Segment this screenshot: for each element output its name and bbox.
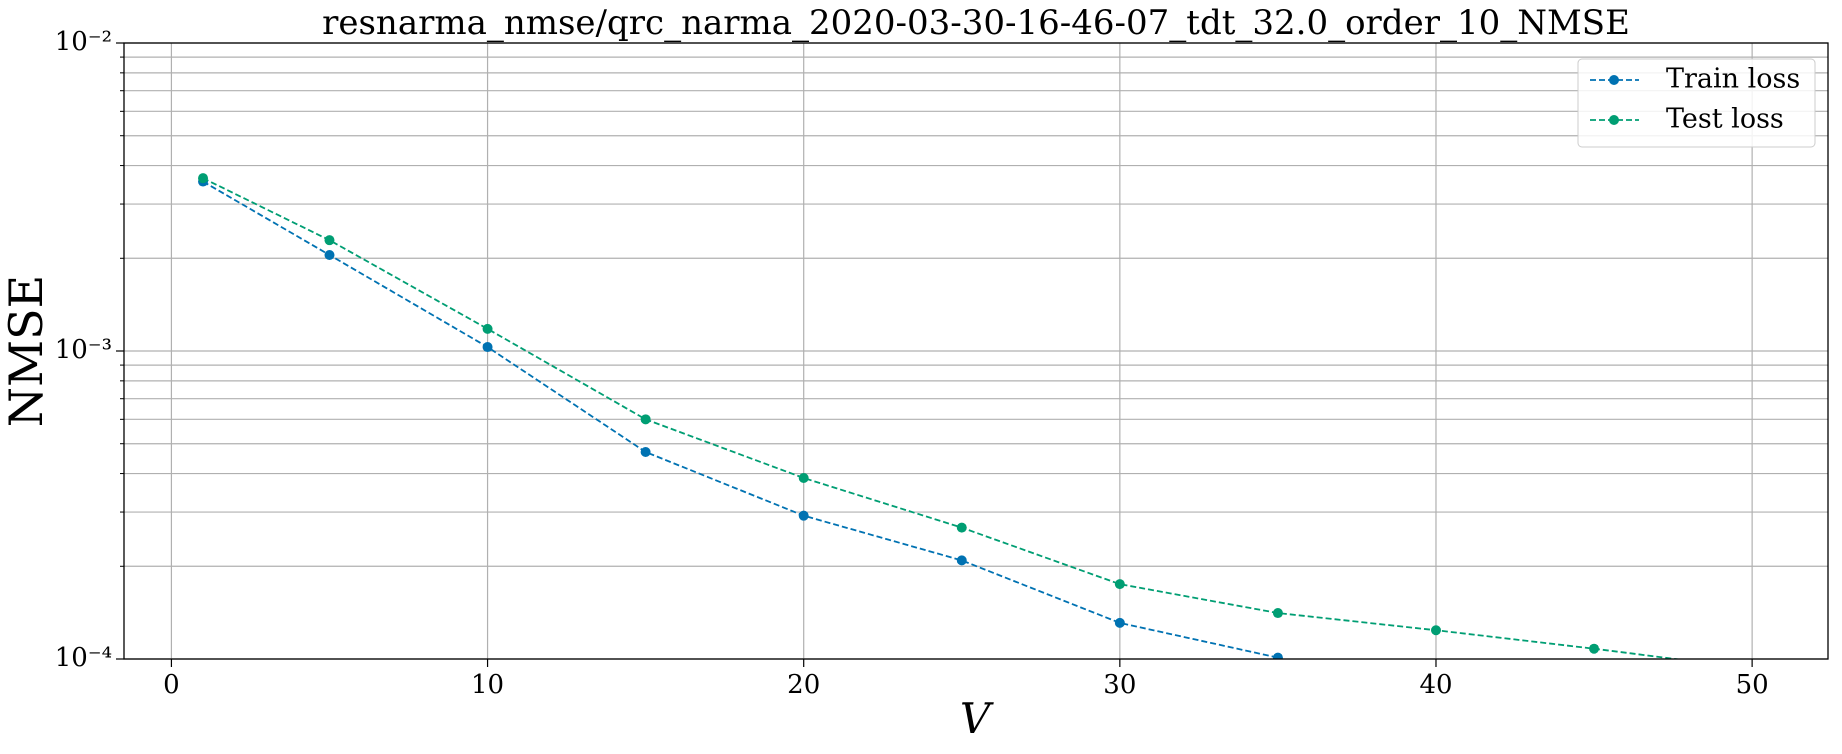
x-tick-label: 50: [1736, 670, 1769, 700]
x-tick-label: 10: [471, 670, 504, 700]
data-point: [482, 323, 493, 334]
plot-area: [198, 173, 1683, 659]
legend-label: Test loss: [1666, 104, 1784, 135]
data-point: [956, 555, 967, 566]
data-point: [640, 446, 651, 457]
data-point: [198, 173, 209, 184]
data-point: [956, 522, 967, 533]
y-axis-label: NMSE: [0, 275, 53, 427]
data-point: [1272, 608, 1283, 619]
data-point: [1272, 652, 1283, 659]
x-axis-label: V: [960, 694, 994, 743]
data-point: [1589, 643, 1600, 654]
data-point: [324, 249, 335, 260]
data-point: [1430, 625, 1441, 636]
series-line: [202, 180, 1279, 659]
data-point: [1114, 617, 1125, 628]
series-line: [202, 177, 1683, 659]
legend-label: Train loss: [1666, 64, 1800, 95]
y-tick-label: 10⁻⁴: [55, 643, 112, 673]
data-point: [1114, 579, 1125, 590]
y-tick-label: 10⁻²: [55, 27, 112, 57]
legend-marker: [1609, 115, 1619, 125]
data-point: [798, 472, 809, 483]
data-point: [482, 342, 493, 353]
chart-title: resnarma_nmse/qrc_narma_2020-03-30-16-46…: [322, 3, 1630, 43]
x-tick-label: 30: [1103, 670, 1136, 700]
y-tick-label: 10⁻³: [55, 335, 112, 365]
data-point: [798, 510, 809, 521]
data-point: [324, 235, 335, 246]
data-point: [640, 414, 651, 425]
legend-marker: [1609, 75, 1619, 85]
x-tick-label: 40: [1419, 670, 1452, 700]
x-tick-label: 20: [787, 670, 820, 700]
legend-box: [1577, 58, 1816, 148]
legend: Train loss Test loss: [1577, 58, 1816, 148]
x-tick-label: 0: [163, 670, 180, 700]
